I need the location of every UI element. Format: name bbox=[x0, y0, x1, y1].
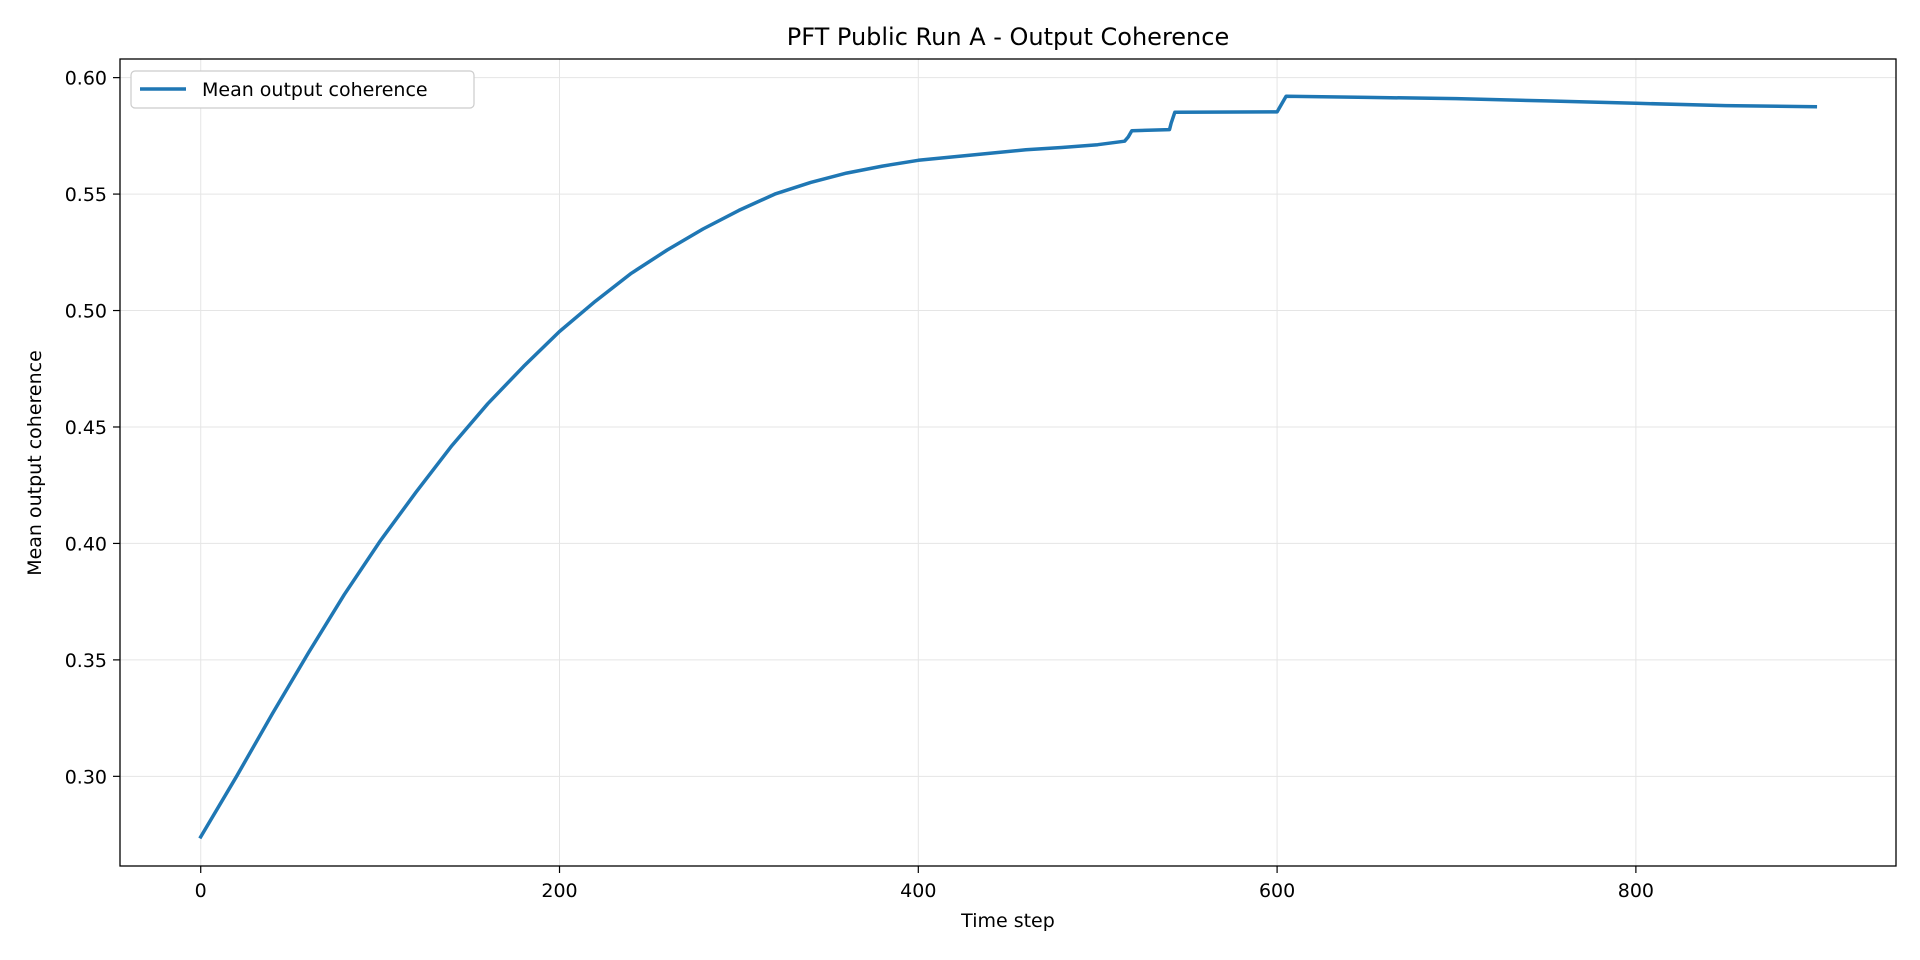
y-axis-label: Mean output coherence bbox=[24, 350, 46, 576]
x-tick-label: 800 bbox=[1618, 880, 1654, 902]
x-axis-ticks: 0 200 400 600 800 bbox=[195, 866, 1654, 902]
y-tick-label: 0.40 bbox=[65, 533, 107, 555]
plot-series bbox=[198, 94, 1818, 840]
y-tick-label: 0.50 bbox=[65, 301, 107, 323]
x-tick-label: 600 bbox=[1259, 880, 1295, 902]
x-axis-label: Time step bbox=[960, 910, 1055, 932]
chart-title: PFT Public Run A - Output Coherence bbox=[787, 23, 1229, 51]
x-tick-label: 0 bbox=[195, 880, 207, 902]
y-tick-label: 0.35 bbox=[65, 650, 107, 672]
legend: Mean output coherence bbox=[130, 70, 475, 109]
x-tick-label: 200 bbox=[541, 880, 577, 902]
plot-frame bbox=[119, 58, 1897, 867]
y-tick-label: 0.45 bbox=[65, 417, 107, 439]
y-tick-label: 0.55 bbox=[65, 184, 107, 206]
y-tick-label: 0.60 bbox=[65, 68, 107, 90]
legend-box bbox=[130, 70, 475, 109]
y-tick-label: 0.30 bbox=[65, 766, 107, 788]
x-tick-label: 400 bbox=[900, 880, 936, 902]
series-line bbox=[198, 94, 1818, 840]
legend-label: Mean output coherence bbox=[202, 79, 428, 101]
y-axis-ticks: 0.30 0.35 0.40 0.45 0.50 0.55 0.60 bbox=[65, 68, 120, 788]
